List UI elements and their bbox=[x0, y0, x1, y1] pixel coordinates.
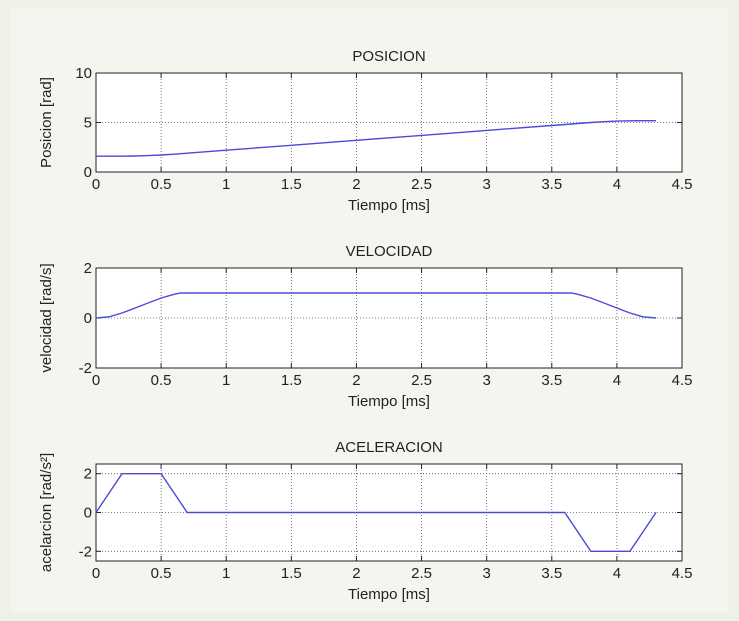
y-axis-label: acelarcion [rad/s²] bbox=[38, 453, 55, 572]
x-tick-label: 1 bbox=[222, 565, 230, 582]
x-tick-label: 3.5 bbox=[541, 565, 562, 582]
y-tick-label: -2 bbox=[79, 543, 92, 560]
y-axis-label: Posicion [rad] bbox=[38, 77, 55, 168]
x-tick-label: 0 bbox=[92, 372, 100, 389]
x-tick-label: 3 bbox=[482, 565, 490, 582]
y-tick-label: -2 bbox=[79, 360, 92, 377]
x-axis-label: Tiempo [ms] bbox=[348, 393, 430, 410]
chart-title: POSICION bbox=[352, 48, 425, 65]
y-tick-label: 2 bbox=[84, 260, 92, 277]
x-tick-label: 0.5 bbox=[151, 372, 172, 389]
y-tick-label: 10 bbox=[75, 65, 92, 82]
x-tick-label: 3.5 bbox=[541, 372, 562, 389]
x-tick-label: 4.5 bbox=[672, 372, 693, 389]
chart-1: 0 0.5 1 1.5 2 2.5 3 3.5 4 4.5 0 5 10 POSICION Tiempo [… bbox=[38, 48, 692, 214]
y-tick-label: 2 bbox=[84, 466, 92, 483]
x-tick-label: 1 bbox=[222, 372, 230, 389]
x-axis-label: Tiempo [ms] bbox=[348, 586, 430, 603]
x-tick-label: 4.5 bbox=[672, 565, 693, 582]
x-tick-label: 0.5 bbox=[151, 176, 172, 193]
x-tick-label: 2 bbox=[352, 372, 360, 389]
x-tick-label: 3 bbox=[482, 176, 490, 193]
x-tick-label: 3 bbox=[482, 372, 490, 389]
x-tick-label: 2.5 bbox=[411, 372, 432, 389]
y-tick-label: 0 bbox=[84, 310, 92, 327]
x-tick-label: 0 bbox=[92, 176, 100, 193]
chart-2: 0 0.5 1 1.5 2 2.5 3 3.5 4 4.5-202VELOCIDADTiempo … bbox=[38, 243, 692, 410]
series-line bbox=[96, 119, 656, 157]
y-tick-label: 0 bbox=[84, 505, 92, 522]
x-tick-label: 1.5 bbox=[281, 372, 302, 389]
x-tick-label: 2.5 bbox=[411, 176, 432, 193]
axes-frame bbox=[95, 72, 683, 173]
x-tick-label: 2 bbox=[352, 176, 360, 193]
figure: 0 0.5 1 1.5 2 2.5 3 3.5 4 4.5 0 5 10 POSICION Tiempo [… bbox=[10, 8, 728, 612]
y-tick-label: 0 bbox=[84, 164, 92, 181]
x-tick-label: 3.5 bbox=[541, 176, 562, 193]
x-tick-label: 4 bbox=[613, 176, 621, 193]
y-axis-label: velocidad [rad/s] bbox=[38, 263, 55, 372]
x-tick-label: 1.5 bbox=[281, 176, 302, 193]
x-tick-label: 2.5 bbox=[411, 565, 432, 582]
x-tick-label: 0 bbox=[92, 565, 100, 582]
x-tick-label: 2 bbox=[352, 565, 360, 582]
chart-title: VELOCIDAD bbox=[346, 243, 433, 260]
x-tick-label: 4.5 bbox=[672, 176, 693, 193]
plot-area bbox=[96, 268, 682, 368]
chart-title: ACELERACION bbox=[335, 439, 443, 456]
x-tick-label: 1 bbox=[222, 176, 230, 193]
chart-3: 0 0.5 1 1.5 2 2.5 3 3.5 4 4.5-202ACELERACIONTiemp… bbox=[38, 439, 692, 603]
series-line bbox=[95, 292, 657, 319]
series-line bbox=[95, 473, 657, 552]
x-tick-label: 4 bbox=[613, 565, 621, 582]
x-tick-label: 1.5 bbox=[281, 565, 302, 582]
x-tick-label: 4 bbox=[613, 372, 621, 389]
x-tick-label: 0.5 bbox=[151, 565, 172, 582]
y-tick-label: 5 bbox=[84, 115, 92, 132]
x-axis-label: Tiempo [ms] bbox=[348, 197, 430, 214]
